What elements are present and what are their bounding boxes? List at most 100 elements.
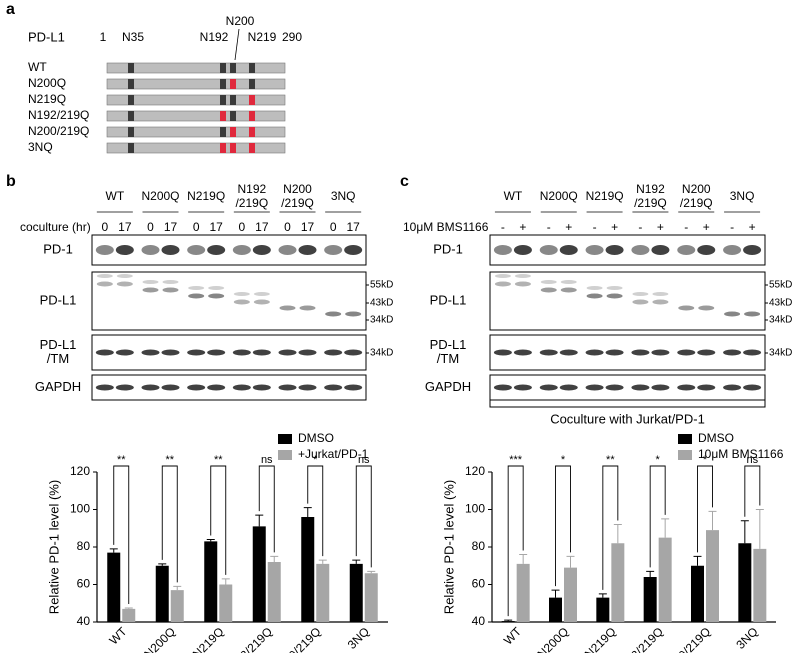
error-bar — [124, 607, 133, 609]
band — [207, 384, 226, 391]
glyco-site — [128, 95, 134, 105]
band — [324, 349, 343, 356]
band — [585, 245, 604, 255]
blot-frame — [489, 234, 766, 266]
condition: - — [730, 220, 734, 234]
band — [233, 299, 250, 305]
band — [744, 311, 761, 317]
footer-bracket — [489, 400, 766, 408]
row-label: PD-1 — [433, 241, 463, 256]
row-label: /TM — [437, 351, 459, 366]
sig-label: ns — [261, 454, 273, 466]
panel-label: b — [6, 173, 16, 190]
x-tick-label: WT — [501, 624, 525, 648]
band — [232, 245, 251, 255]
y-tick-label: 40 — [77, 614, 91, 628]
band — [559, 245, 578, 255]
panel-label: c — [400, 173, 409, 190]
marker-label: 34kD — [769, 315, 792, 326]
glyco-site — [249, 79, 255, 89]
band — [161, 245, 180, 255]
marker-label: 34kD — [370, 315, 393, 326]
row-label: PD-L1 — [40, 292, 77, 307]
band — [208, 286, 225, 290]
y-tick-label: 80 — [77, 539, 91, 553]
residue-label: N219 — [248, 30, 277, 44]
error-bar — [270, 555, 279, 562]
lane-label: N219Q — [586, 189, 624, 203]
sig-label: * — [313, 454, 318, 466]
condition: 17 — [209, 220, 223, 234]
y-tick-label: 60 — [77, 577, 91, 591]
bar — [706, 530, 719, 622]
glyco-site — [128, 63, 134, 73]
glyco-site — [249, 95, 255, 105]
bar — [643, 577, 657, 622]
x-tick-label: 3NQ — [345, 624, 372, 651]
band — [513, 245, 532, 255]
band — [324, 384, 343, 391]
glyco-site — [230, 63, 236, 73]
bar — [549, 597, 562, 622]
band — [298, 349, 317, 356]
band — [344, 384, 363, 391]
glyco-site — [220, 127, 226, 137]
band — [141, 245, 160, 255]
blot-frame — [489, 271, 766, 331]
condition: 0 — [330, 220, 337, 234]
band — [723, 245, 742, 255]
bar — [364, 573, 378, 622]
band — [724, 311, 741, 317]
condition: 0 — [284, 220, 291, 234]
residue-label: N192 — [200, 30, 229, 44]
condition: 0 — [238, 220, 245, 234]
band — [586, 293, 603, 299]
bar — [658, 537, 672, 622]
band — [96, 281, 113, 287]
x-tick-label: N192/219Q — [222, 624, 275, 653]
band — [585, 349, 604, 356]
band — [207, 245, 226, 255]
band — [253, 299, 270, 305]
band — [279, 305, 296, 311]
legend-label: DMSO — [698, 431, 734, 445]
band — [540, 287, 557, 293]
error-bar — [206, 539, 215, 542]
sig-label: ns — [747, 454, 759, 466]
band — [298, 384, 317, 391]
marker-label: 55kD — [769, 280, 792, 291]
band — [513, 349, 532, 356]
band — [493, 384, 512, 391]
band — [298, 245, 317, 255]
row-label: GAPDH — [425, 379, 471, 394]
residue-label: 1 — [100, 30, 107, 44]
variant-label: N219Q — [28, 92, 66, 106]
band — [233, 292, 250, 296]
band — [743, 349, 762, 356]
band — [651, 349, 670, 356]
band — [513, 384, 532, 391]
x-tick-label: N200Q — [141, 624, 178, 653]
lane-label: N192 — [636, 182, 665, 196]
band — [232, 349, 251, 356]
sig-bracket — [161, 465, 178, 583]
band — [188, 293, 205, 299]
condition: 17 — [164, 220, 178, 234]
marker-label: 43kD — [769, 298, 792, 309]
band — [559, 349, 578, 356]
condition: 0 — [101, 220, 108, 234]
bar — [316, 563, 330, 622]
condition: - — [593, 220, 597, 234]
band — [252, 245, 271, 255]
band — [585, 384, 604, 391]
band — [187, 349, 206, 356]
glyco-site — [220, 111, 226, 121]
y-tick-label: 40 — [472, 614, 486, 628]
condition: + — [657, 220, 664, 234]
sig-bracket — [507, 465, 524, 617]
band — [96, 274, 113, 278]
glyco-site — [128, 127, 134, 137]
bar — [252, 526, 266, 622]
band — [631, 349, 650, 356]
band — [142, 287, 159, 293]
